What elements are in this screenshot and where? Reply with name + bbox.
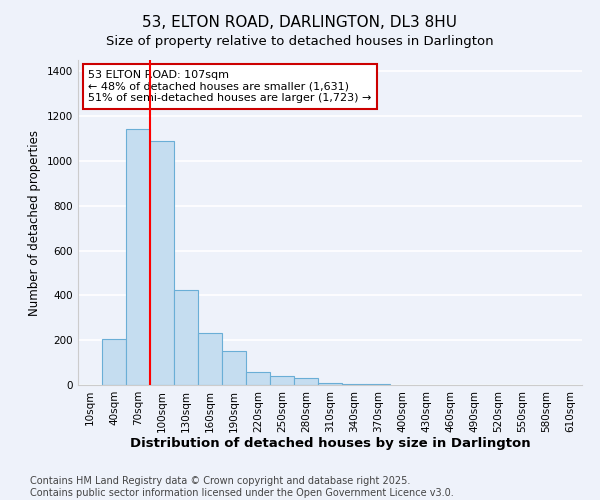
Bar <box>102 339 126 385</box>
Y-axis label: Number of detached properties: Number of detached properties <box>28 130 41 316</box>
Bar <box>246 372 270 385</box>
Text: Size of property relative to detached houses in Darlington: Size of property relative to detached ho… <box>106 35 494 48</box>
Bar <box>318 383 342 385</box>
Bar <box>294 378 318 385</box>
Bar <box>222 352 246 385</box>
Bar <box>342 384 366 385</box>
Text: 53 ELTON ROAD: 107sqm
← 48% of detached houses are smaller (1,631)
51% of semi-d: 53 ELTON ROAD: 107sqm ← 48% of detached … <box>88 70 371 103</box>
Bar <box>366 384 390 385</box>
Bar <box>174 290 198 385</box>
Text: Contains HM Land Registry data © Crown copyright and database right 2025.
Contai: Contains HM Land Registry data © Crown c… <box>30 476 454 498</box>
Bar <box>150 140 174 385</box>
Text: 53, ELTON ROAD, DARLINGTON, DL3 8HU: 53, ELTON ROAD, DARLINGTON, DL3 8HU <box>143 15 458 30</box>
X-axis label: Distribution of detached houses by size in Darlington: Distribution of detached houses by size … <box>130 438 530 450</box>
Bar <box>126 130 150 385</box>
Bar <box>198 334 222 385</box>
Bar <box>270 376 294 385</box>
